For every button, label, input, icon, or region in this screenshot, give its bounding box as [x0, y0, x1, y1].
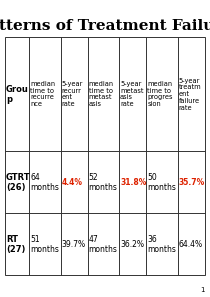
Text: 39.7%: 39.7% — [62, 240, 86, 249]
Text: 5-year
recurr
ent
rate: 5-year recurr ent rate — [62, 81, 83, 107]
Text: 5-year
treatm
ent
failure
rate: 5-year treatm ent failure rate — [179, 78, 201, 110]
Text: Grou
p: Grou p — [6, 85, 29, 104]
Text: 35.7%: 35.7% — [179, 178, 205, 187]
Text: 36
months: 36 months — [147, 235, 176, 254]
Bar — [5, 37, 205, 275]
Text: 64
months: 64 months — [30, 173, 59, 192]
Text: median
time to
recurre
nce: median time to recurre nce — [30, 81, 55, 107]
Text: 52
months: 52 months — [89, 173, 118, 192]
Text: median
time to
progres
sion: median time to progres sion — [147, 81, 173, 107]
Text: 1: 1 — [201, 287, 205, 293]
Text: 47
months: 47 months — [89, 235, 118, 254]
Text: RT
(27): RT (27) — [6, 235, 25, 254]
Text: 5-year
metast
asis
rate: 5-year metast asis rate — [120, 81, 144, 107]
Text: 64.4%: 64.4% — [179, 240, 203, 249]
Text: 50
months: 50 months — [147, 173, 176, 192]
Text: 36.2%: 36.2% — [120, 240, 144, 249]
Text: 31.8%: 31.8% — [120, 178, 147, 187]
Text: 51
months: 51 months — [30, 235, 59, 254]
Text: GTRT
(26): GTRT (26) — [6, 173, 30, 192]
Text: 4.4%: 4.4% — [62, 178, 83, 187]
Text: Patterns of Treatment Failure: Patterns of Treatment Failure — [0, 19, 210, 33]
Text: median
time to
metast
asis: median time to metast asis — [89, 81, 114, 107]
